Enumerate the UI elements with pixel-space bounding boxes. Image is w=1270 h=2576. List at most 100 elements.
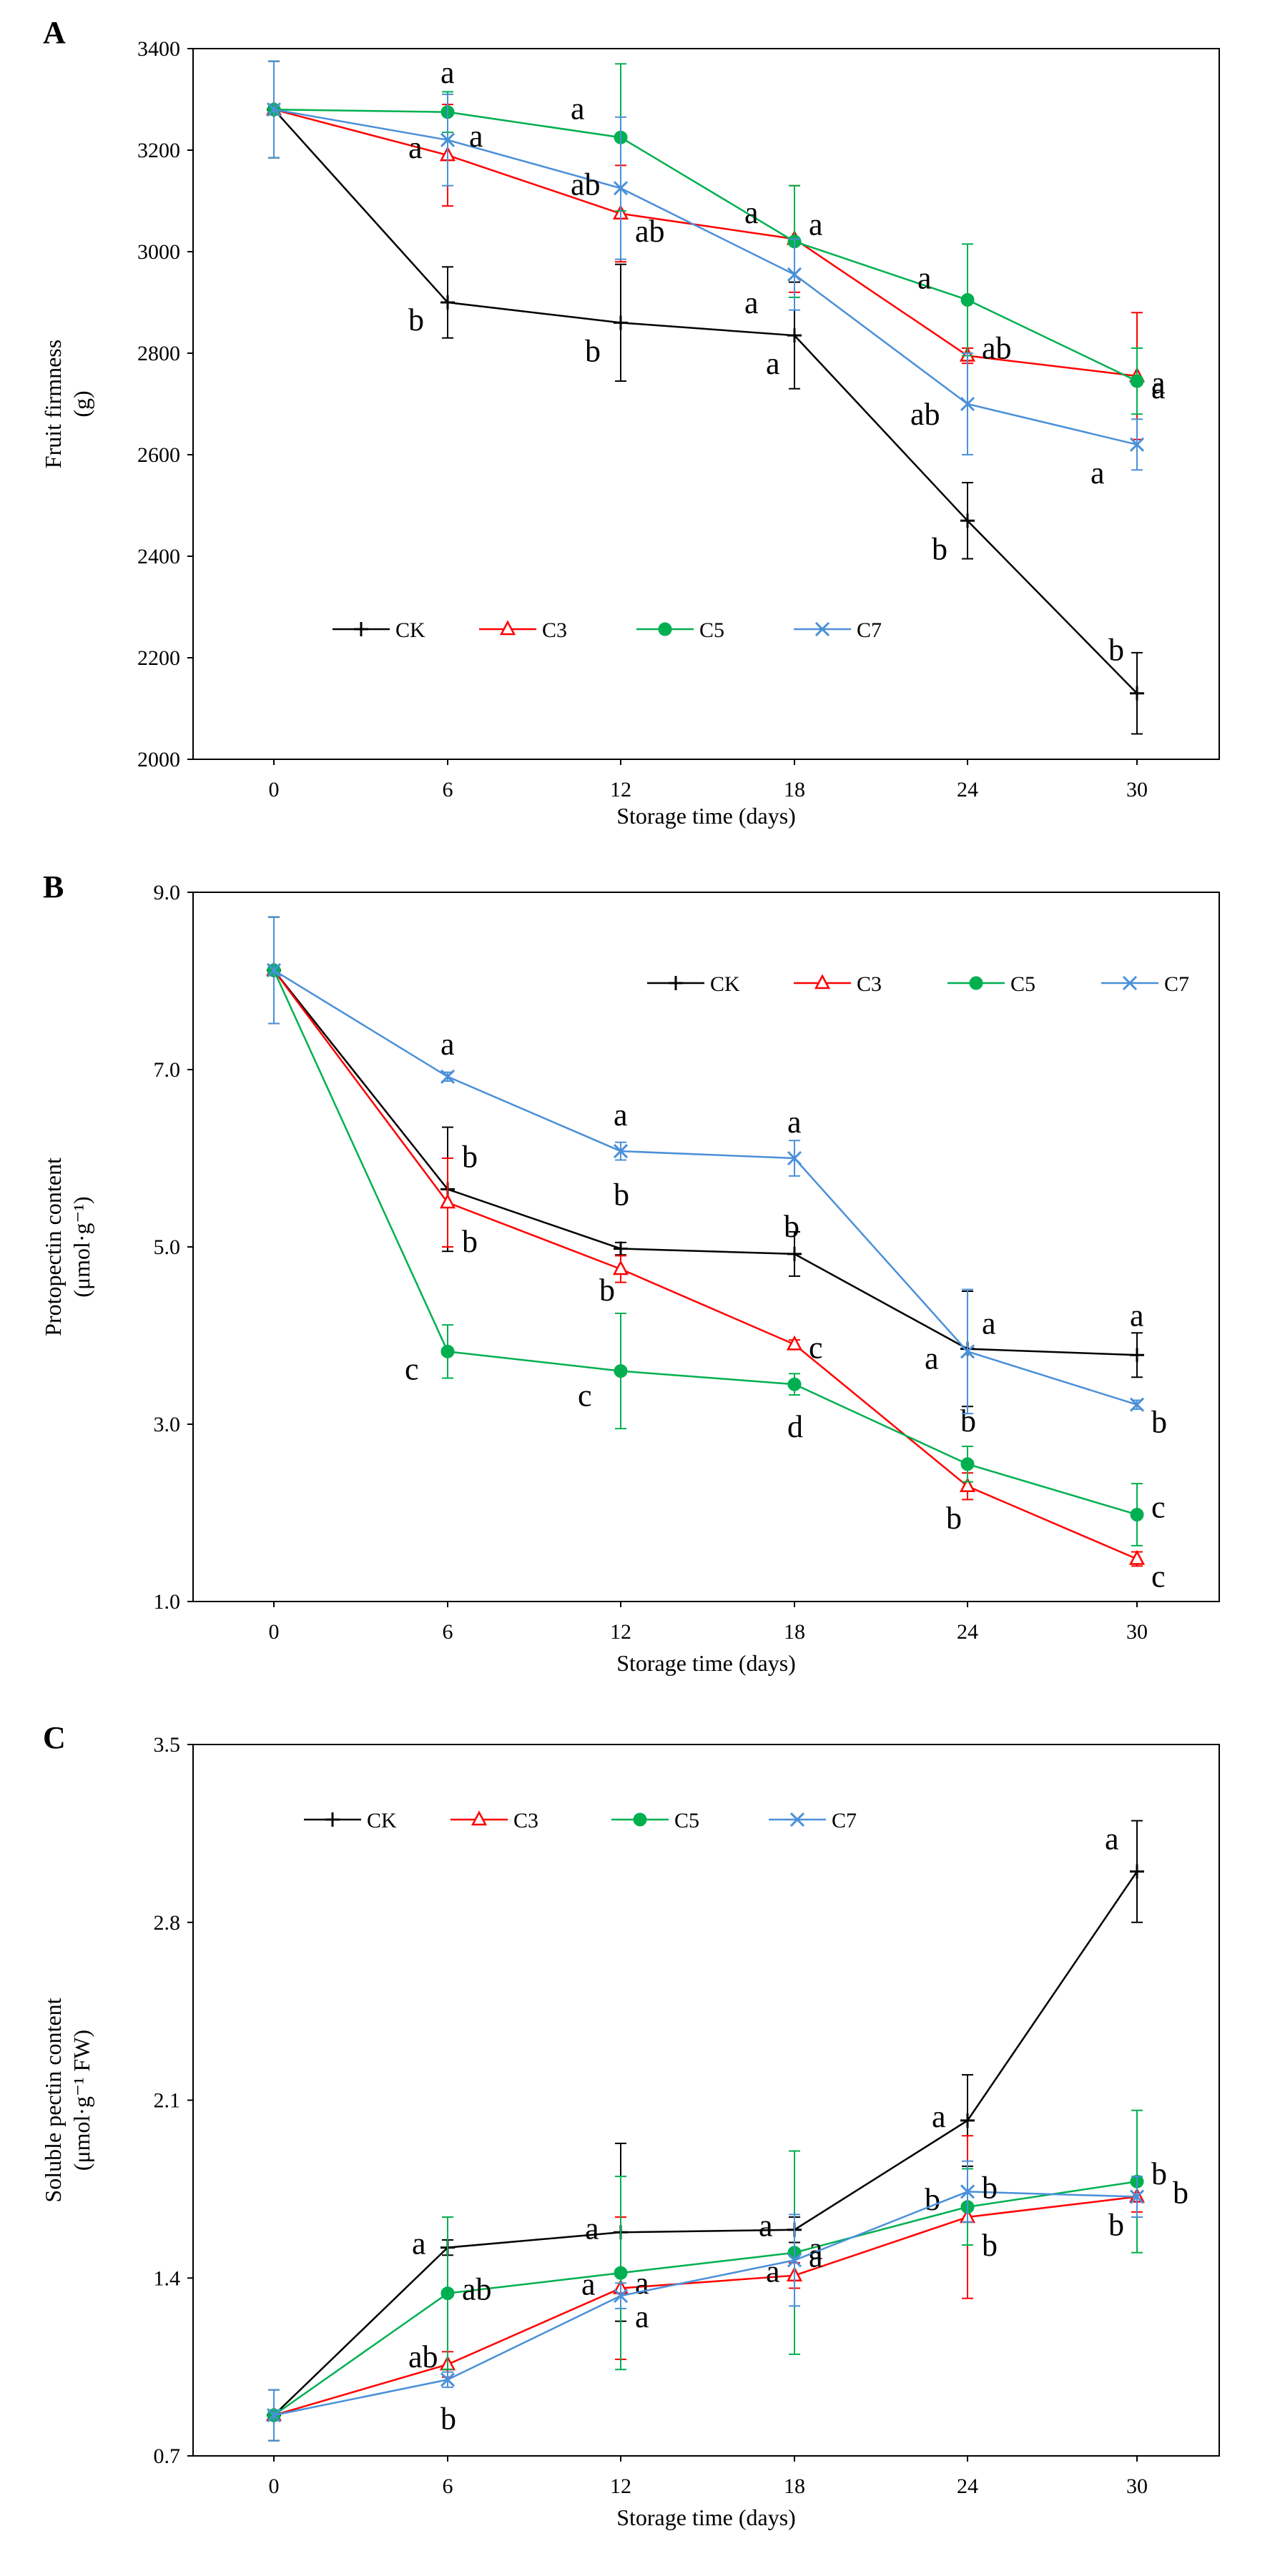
legend-item-CK: CK <box>647 972 740 996</box>
significance-letter: a <box>925 1341 939 1376</box>
data-point-C7 <box>440 132 456 147</box>
series-C3: aba abb <box>265 2135 1146 2442</box>
x-tick-label: 0 <box>269 778 280 801</box>
legend-marker-C3 <box>814 974 831 990</box>
data-point-C7 <box>613 2289 629 2304</box>
x-tick-label: 0 <box>269 1620 280 1644</box>
significance-letter: b <box>440 2401 456 2436</box>
y-tick-label: 2400 <box>137 545 180 568</box>
significance-letter: c <box>1151 1489 1166 1524</box>
legend-label: C5 <box>674 1809 699 1832</box>
x-tick-label: 18 <box>784 2474 805 2498</box>
chart-panel-A: A 2000 2200 2400 2600 2800 3000 3200 3400 0 6 12 18 2… <box>40 15 1220 829</box>
significance-letter: b <box>1173 2176 1188 2211</box>
x-tick-label: 30 <box>1126 778 1148 801</box>
significance-letter: a <box>809 2239 823 2274</box>
data-point-CK <box>960 513 975 528</box>
significance-letter: a <box>744 285 759 320</box>
significance-letter: a <box>440 55 455 90</box>
significance-letter: c <box>1151 1559 1166 1594</box>
y-tick-label: 7.0 <box>154 1058 181 1082</box>
significance-letter: a <box>412 2226 426 2261</box>
significance-letter: c <box>405 1351 419 1386</box>
significance-letter: a <box>787 1105 802 1140</box>
x-axis-label: Storage time (days) <box>616 1650 796 1676</box>
significance-letter: a <box>982 1306 996 1341</box>
legend: CK C3 C5 C7 <box>333 618 882 642</box>
data-point-C5 <box>960 1457 975 1471</box>
significance-letter: b <box>982 2170 998 2205</box>
legend-label: CK <box>367 1809 397 1832</box>
legend-marker-C7 <box>789 1812 805 1827</box>
x-tick-label: 6 <box>443 1620 453 1644</box>
series-line-C7 <box>273 108 1138 446</box>
legend-item-C5: C5 <box>611 1809 699 1832</box>
x-tick-label: 6 <box>443 778 453 801</box>
legend-item-C3: C3 <box>479 618 567 642</box>
series-line-C3 <box>273 108 1138 377</box>
data-point-C5 <box>960 292 975 307</box>
significance-letter: a <box>581 2266 596 2301</box>
y-tick-label: 2200 <box>137 646 180 670</box>
x-tick-label: 30 <box>1126 1620 1148 1644</box>
legend: CK C3 C5 C7 <box>304 1809 857 1832</box>
significance-letter: b <box>946 1501 962 1536</box>
x-tick-label: 6 <box>443 2474 453 2498</box>
significance-letter: b <box>599 1273 615 1308</box>
significance-letter: b <box>1108 633 1124 668</box>
significance-letter: c <box>809 1330 823 1365</box>
y-tick-label: 2800 <box>137 342 180 365</box>
legend-item-C3: C3 <box>794 972 882 996</box>
significance-letter: c <box>578 1378 592 1413</box>
data-point-C5 <box>787 1377 802 1391</box>
panel-label: C <box>43 1720 66 1755</box>
significance-letter: a <box>766 346 780 381</box>
significance-letter: b <box>925 2182 940 2217</box>
x-tick-label: 0 <box>269 2474 280 2498</box>
legend-item-C5: C5 <box>636 618 724 642</box>
significance-letter: b <box>585 333 601 368</box>
data-point-CK <box>1130 1864 1144 1879</box>
x-axis-label: Storage time (days) <box>616 2505 796 2530</box>
legend: CK C3 C5 C7 <box>647 972 1189 996</box>
significance-letter: a <box>1105 1822 1119 1857</box>
y-tick-label: 3400 <box>137 37 180 61</box>
y-tick-label: 9.0 <box>154 881 181 904</box>
y-axis-label: Protopectin content (μmol·g⁻¹) <box>40 1158 94 1336</box>
significance-letter: a <box>932 2099 946 2134</box>
data-point-C3 <box>1128 1549 1146 1565</box>
x-axis-label: Storage time (days) <box>616 803 796 829</box>
series-line-CK <box>273 109 1138 694</box>
significance-letter: b <box>408 302 424 337</box>
significance-letter: d <box>787 1409 803 1444</box>
data-point-C7 <box>1129 1397 1145 1412</box>
x-tick-label: 24 <box>957 2474 978 2498</box>
series-CK: a a aaa <box>267 1820 1144 2442</box>
x-tick-label: 12 <box>610 778 631 801</box>
legend-marker-CK <box>354 622 368 636</box>
y-tick-label: 2.1 <box>154 2089 181 2113</box>
data-point-CK <box>787 1246 802 1261</box>
legend-marker-C3 <box>471 1810 488 1826</box>
y-tick-label: 5.0 <box>154 1235 181 1259</box>
legend-item-C3: C3 <box>451 1809 538 1832</box>
data-point-C7 <box>613 1144 629 1159</box>
legend-label: C3 <box>513 1809 538 1832</box>
significance-letter: b <box>462 1139 478 1174</box>
series-line-CK <box>273 969 1138 1356</box>
legend-item-CK: CK <box>333 618 425 642</box>
significance-letter: a <box>635 2299 649 2334</box>
significance-letter: a <box>766 2254 780 2289</box>
data-point-C7 <box>1129 437 1145 452</box>
significance-letter: ab <box>910 397 940 432</box>
significance-letter: a <box>917 260 932 295</box>
y-tick-label: 2.8 <box>154 1911 181 1935</box>
data-point-C5 <box>1130 1507 1144 1521</box>
y-tick-label: 2000 <box>137 748 180 771</box>
significance-letter: a <box>408 130 423 165</box>
significance-letter: b <box>960 1403 976 1438</box>
legend-marker-CK <box>325 1812 340 1827</box>
series-C5: c c d b c <box>267 916 1166 1546</box>
